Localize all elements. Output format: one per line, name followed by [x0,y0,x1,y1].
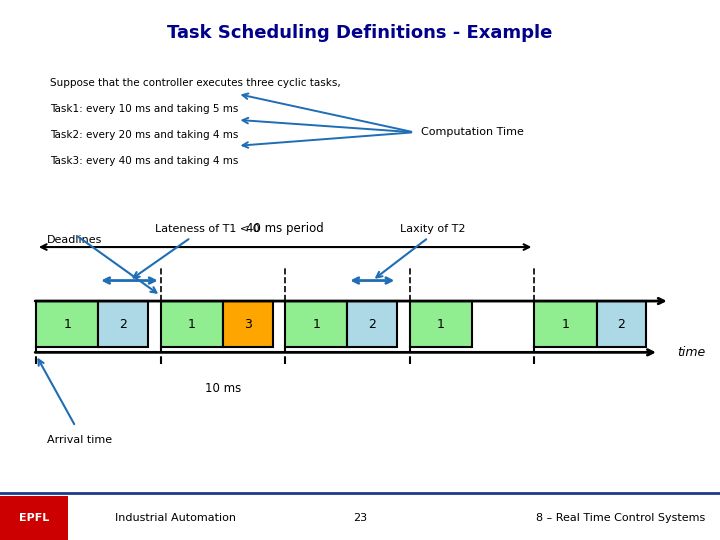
Bar [0,496,68,540]
Bar [161,301,223,347]
Text: 1: 1 [562,318,570,330]
Bar [285,301,348,347]
Bar [36,301,98,347]
Text: Task1: every 10 ms and taking 5 ms: Task1: every 10 ms and taking 5 ms [50,104,239,114]
Text: 2: 2 [618,318,626,330]
Text: 1: 1 [437,318,445,330]
Text: Task3: every 40 ms and taking 4 ms: Task3: every 40 ms and taking 4 ms [50,156,239,166]
Bar [98,301,148,347]
Text: Industrial Automation: Industrial Automation [115,513,236,523]
Text: 8 – Real Time Control Systems: 8 – Real Time Control Systems [536,513,706,523]
Text: 1: 1 [188,318,196,330]
Text: 40 ms period: 40 ms period [246,222,324,235]
Text: Arrival time: Arrival time [47,435,112,445]
Bar [534,301,597,347]
Text: 2: 2 [369,318,377,330]
Text: EPFL: EPFL [19,513,50,523]
Bar [223,301,273,347]
Text: time: time [677,346,705,359]
Bar [410,301,472,347]
Bar [596,301,647,347]
Text: Lateness of T1 < 0: Lateness of T1 < 0 [155,225,259,234]
Bar [347,301,397,347]
Text: 1: 1 [312,318,320,330]
Text: 3: 3 [244,318,252,330]
Text: 10 ms: 10 ms [204,382,241,395]
Text: Suppose that the controller executes three cyclic tasks,: Suppose that the controller executes thr… [50,78,341,89]
Text: Laxity of T2: Laxity of T2 [400,225,465,234]
Text: 23: 23 [353,513,367,523]
Text: Computation Time: Computation Time [421,127,524,137]
Text: 1: 1 [63,318,71,330]
Text: Task2: every 20 ms and taking 4 ms: Task2: every 20 ms and taking 4 ms [50,130,239,140]
Text: 2: 2 [120,318,127,330]
Text: Task Scheduling Definitions - Example: Task Scheduling Definitions - Example [167,24,553,42]
Text: Deadlines: Deadlines [47,235,102,245]
